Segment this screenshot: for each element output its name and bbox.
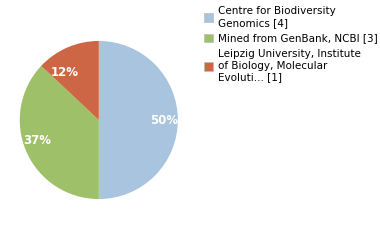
Legend: Centre for Biodiversity
Genomics [4], Mined from GenBank, NCBI [3], Leipzig Univ: Centre for Biodiversity Genomics [4], Mi…	[203, 5, 379, 84]
Text: 12%: 12%	[51, 66, 78, 79]
Wedge shape	[99, 41, 178, 199]
Wedge shape	[20, 66, 99, 199]
Wedge shape	[41, 41, 99, 120]
Text: 37%: 37%	[24, 134, 52, 147]
Text: 50%: 50%	[150, 114, 178, 126]
